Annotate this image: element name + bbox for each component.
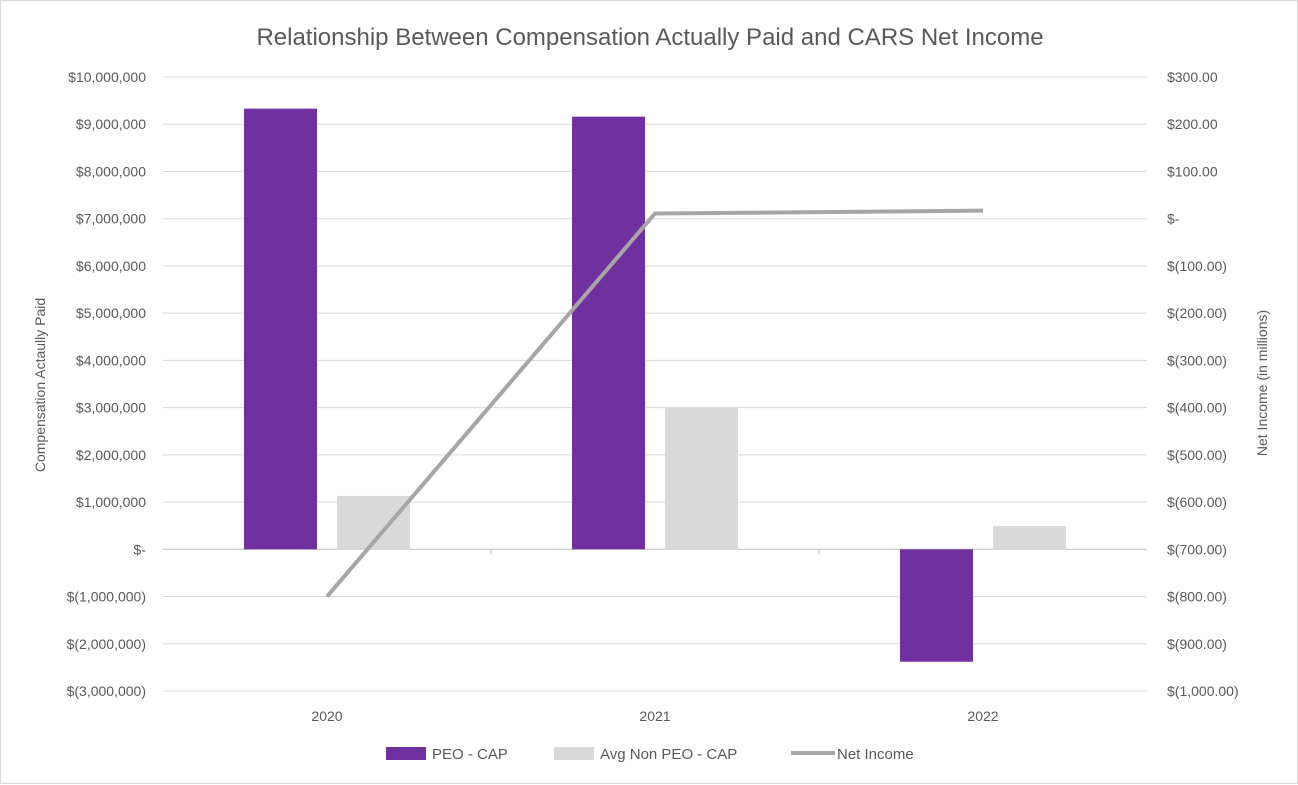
left-tick-label: $2,000,000 — [76, 447, 146, 463]
left-tick-label: $(2,000,000) — [67, 636, 146, 652]
net-income-line-group — [325, 208, 984, 598]
left-tick-label: $3,000,000 — [76, 400, 146, 416]
bars — [244, 108, 1066, 662]
left-tick-label: $5,000,000 — [76, 305, 146, 321]
right-axis-ticks: $300.00 $200.00 $100.00 $- $(100.00) $(200.00… — [1167, 69, 1239, 699]
right-tick-label: $(300.00) — [1167, 352, 1227, 368]
right-tick-label: $(700.00) — [1167, 541, 1227, 557]
x-axis-ticks: 2020 2021 2022 — [311, 708, 998, 724]
bar-avg-non-peo-cap-2022 — [993, 526, 1066, 550]
left-tick-label: $6,000,000 — [76, 258, 146, 274]
net-income-line — [325, 208, 984, 598]
right-tick-label: $(900.00) — [1167, 636, 1227, 652]
left-tick-label: $4,000,000 — [76, 352, 146, 368]
right-tick-label: $100.00 — [1167, 163, 1218, 179]
bar-peo-cap-2021 — [572, 116, 645, 550]
right-tick-label: $(200.00) — [1167, 305, 1227, 321]
bar-peo-cap-2020 — [244, 108, 317, 550]
left-tick-label: $8,000,000 — [76, 163, 146, 179]
x-tick-label: 2022 — [967, 708, 998, 724]
right-tick-label: $200.00 — [1167, 116, 1218, 132]
right-tick-label: $(1,000.00) — [1167, 683, 1239, 699]
left-tick-label: $7,000,000 — [76, 211, 146, 227]
chart-title: Relationship Between Compensation Actual… — [256, 24, 1043, 51]
legend: PEO - CAP Avg Non PEO - CAP Net Income — [386, 746, 914, 763]
legend-label-avg-non-peo-cap: Avg Non PEO - CAP — [600, 746, 737, 763]
left-tick-label: $9,000,000 — [76, 116, 146, 132]
right-tick-label: $(100.00) — [1167, 258, 1227, 274]
legend-swatch-peo-cap — [386, 747, 426, 760]
legend-swatch-avg-non-peo-cap — [554, 747, 594, 760]
x-tick-label: 2020 — [311, 708, 342, 724]
left-axis-ticks: $10,000,000 $9,000,000 $8,000,000 $7,000,00… — [67, 69, 147, 699]
left-tick-label: $1,000,000 — [76, 494, 146, 510]
x-tick-label: 2021 — [639, 708, 670, 724]
left-axis-title: Compensation Actaully Paid — [32, 298, 48, 472]
bar-avg-non-peo-cap-2021 — [665, 407, 738, 550]
legend-label-net-income: Net Income — [837, 746, 914, 763]
left-tick-label: $(3,000,000) — [67, 683, 146, 699]
bar-peo-cap-2022 — [900, 549, 973, 662]
right-tick-label: $- — [1167, 211, 1180, 227]
legend-label-peo-cap: PEO - CAP — [432, 746, 508, 763]
right-tick-label: $(400.00) — [1167, 400, 1227, 416]
right-axis-title: Net Income (in millions) — [1254, 310, 1270, 456]
right-tick-label: $(500.00) — [1167, 447, 1227, 463]
right-tick-label: $300.00 — [1167, 69, 1218, 85]
left-tick-label: $(1,000,000) — [67, 589, 146, 605]
left-tick-label: $10,000,000 — [68, 69, 146, 85]
right-tick-label: $(800.00) — [1167, 589, 1227, 605]
left-tick-label: $- — [134, 541, 147, 557]
right-tick-label: $(600.00) — [1167, 494, 1227, 510]
